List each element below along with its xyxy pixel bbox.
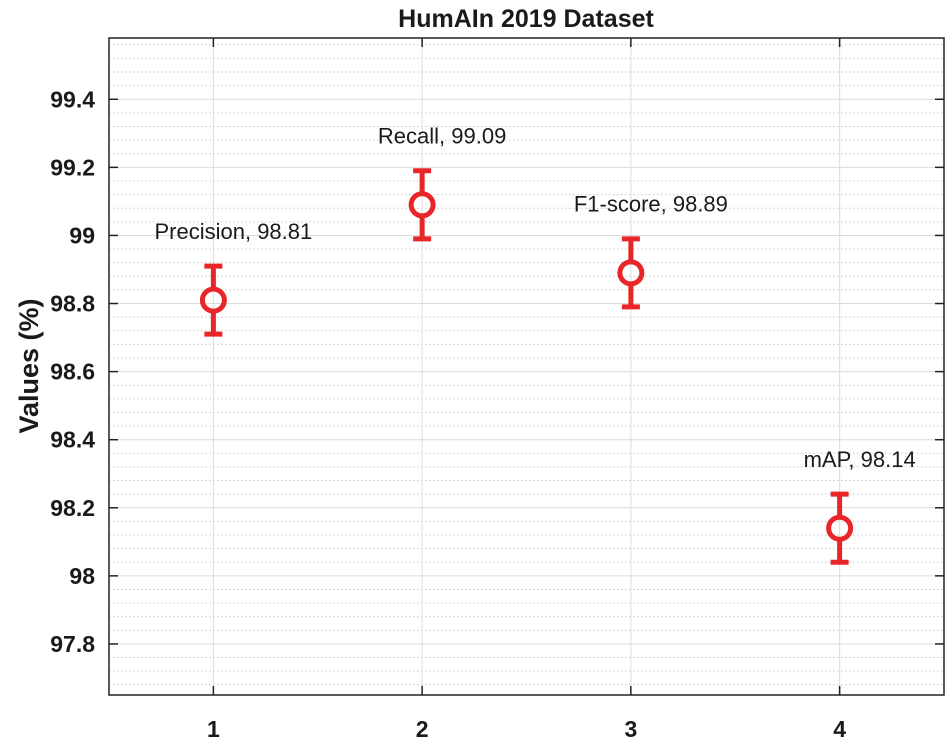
x-tick-labels: 1 2 3 4: [207, 716, 846, 742]
data-point: Recall, 99.09: [378, 124, 506, 242]
tick-marks: [109, 38, 944, 695]
point-marker: [826, 514, 854, 542]
y-tick-label: 99: [69, 222, 95, 248]
x-tick-label: 3: [624, 716, 637, 742]
point-annotation: Recall, 99.09: [378, 124, 506, 149]
minor-grid: [109, 44, 944, 686]
x-tick-label: 1: [207, 716, 220, 742]
y-axis-label: Values (%): [14, 298, 44, 433]
y-tick-label: 98.8: [50, 291, 95, 317]
point-annotation: mAP, 98.14: [804, 447, 916, 472]
point-marker: [617, 259, 645, 287]
y-tick-label: 99.2: [50, 154, 95, 180]
y-tick-label: 97.8: [50, 631, 95, 657]
point-marker: [408, 191, 436, 219]
plot-frame: [108, 37, 945, 696]
y-tick-labels: 97.8 98 98.2 98.4 98.6 98.8 99 99.2 99.4: [50, 86, 95, 657]
y-tick-label: 99.4: [50, 86, 95, 112]
point-annotation: Precision, 98.81: [154, 219, 312, 244]
y-tick-label: 98.6: [50, 359, 95, 385]
y-tick-label: 98.2: [50, 495, 95, 521]
data-points: Precision, 98.81 Recall, 99.09 F1-score, 9…: [154, 124, 916, 565]
data-point: Precision, 98.81: [154, 219, 312, 337]
x-tick-label: 2: [416, 716, 429, 742]
data-point: mAP, 98.14: [804, 447, 916, 565]
data-point: F1-score, 98.89: [574, 192, 728, 310]
y-tick-label: 98.4: [50, 427, 95, 453]
point-marker: [199, 286, 227, 314]
point-annotation: F1-score, 98.89: [574, 192, 728, 217]
y-tick-label: 98: [69, 563, 95, 589]
chart-title: HumAIn 2019 Dataset: [398, 5, 654, 33]
x-tick-label: 4: [833, 716, 846, 742]
major-grid: [109, 38, 944, 695]
